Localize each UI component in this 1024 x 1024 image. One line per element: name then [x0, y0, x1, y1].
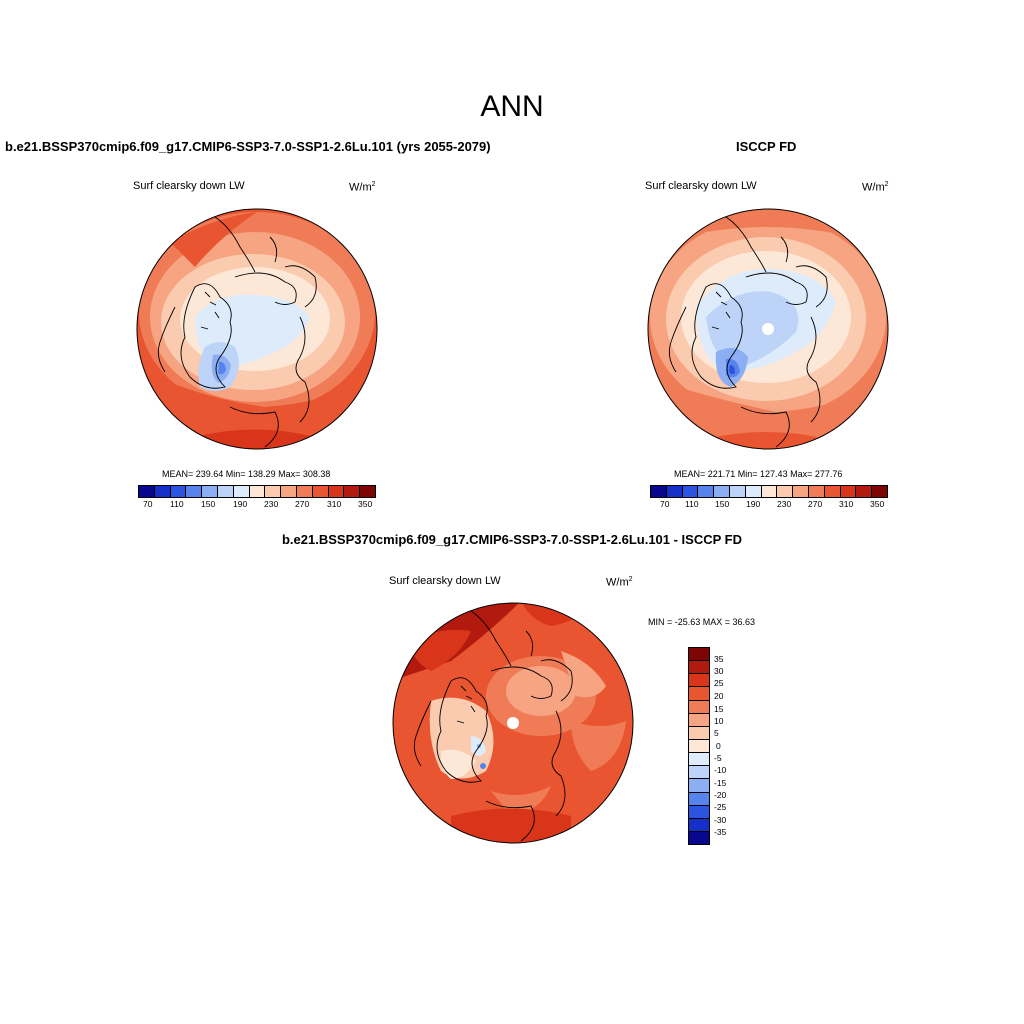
- model-variable-label: Surf clearsky down LW: [133, 180, 245, 192]
- colorbar-swatch: [689, 792, 709, 806]
- cbar-tick: 270: [808, 499, 823, 509]
- colorbar-swatch: [202, 486, 218, 497]
- model-polar-map: [136, 208, 378, 450]
- colorbar-swatch: [328, 486, 345, 497]
- colorbar-swatch: [714, 486, 730, 497]
- colorbar-swatch: [777, 486, 794, 497]
- colorbar-swatch: [840, 486, 857, 497]
- cbar-tick: 15: [714, 704, 724, 714]
- cbar-tick: 150: [715, 499, 730, 509]
- cbar-tick: -20: [714, 790, 727, 800]
- cbar-tick: 230: [264, 499, 279, 509]
- cbar-tick: 110: [170, 499, 184, 509]
- colorbar-swatch: [154, 486, 171, 497]
- colorbar-swatch: [249, 486, 266, 497]
- cbar-tick: 5: [714, 728, 719, 738]
- colorbar-swatch: [689, 818, 709, 832]
- colorbar-swatch: [689, 687, 709, 701]
- colorbar-swatch: [139, 486, 155, 497]
- colorbar-swatch: [689, 648, 709, 662]
- colorbar-swatch: [312, 486, 329, 497]
- cbar-tick: 20: [714, 691, 724, 701]
- cbar-tick: 350: [870, 499, 885, 509]
- cbar-tick: -30: [714, 815, 727, 825]
- colorbar-swatch: [281, 486, 297, 497]
- cbar-tick: 10: [714, 716, 724, 726]
- colorbar-swatch: [824, 486, 841, 497]
- colorbar-swatch: [689, 779, 709, 793]
- colorbar-swatch: [360, 486, 375, 497]
- colorbar-swatch: [233, 486, 250, 497]
- colorbar-swatch: [666, 486, 683, 497]
- colorbar-swatch: [872, 486, 887, 497]
- colorbar-swatch: [689, 831, 709, 845]
- colorbar-swatch: [689, 726, 709, 740]
- diff-units-label: W/m2: [606, 576, 633, 589]
- colorbar-swatch: [745, 486, 762, 497]
- colorbar-swatch: [793, 486, 809, 497]
- obs-variable-label: Surf clearsky down LW: [645, 180, 757, 192]
- cbar-tick: 190: [233, 499, 248, 509]
- cbar-tick: 270: [295, 499, 310, 509]
- cbar-tick: -25: [714, 802, 727, 812]
- cbar-tick: 30: [714, 666, 724, 676]
- colorbar-swatch: [689, 766, 709, 780]
- cbar-tick: 230: [777, 499, 792, 509]
- obs-panel-title: ISCCP FD: [736, 139, 797, 154]
- cbar-tick: 110: [685, 499, 699, 509]
- colorbar-swatch: [689, 739, 709, 754]
- cbar-tick: 150: [201, 499, 216, 509]
- diff-polar-map: [392, 602, 634, 844]
- cbar-tick: 190: [746, 499, 761, 509]
- diff-colorbar-labels: 35 30 25 20 15 10 5 0 -5 -10 -15 -20 -25…: [714, 647, 754, 843]
- cbar-tick: -35: [714, 827, 727, 837]
- model-panel-title: b.e21.BSSP370cmip6.f09_g17.CMIP6-SSP3-7.…: [5, 139, 491, 154]
- diff-stats: MIN = -25.63 MAX = 36.63: [648, 617, 756, 627]
- colorbar-swatch: [729, 486, 746, 497]
- cbar-tick: 310: [327, 499, 342, 509]
- diff-variable-label: Surf clearsky down LW: [389, 575, 501, 587]
- model-colorbar: [138, 485, 376, 498]
- cbar-tick: 310: [839, 499, 854, 509]
- colorbar-swatch: [689, 753, 709, 767]
- diff-colorbar: [688, 647, 710, 845]
- obs-stats: MEAN= 221.71 Min= 127.43 Max= 277.76: [674, 469, 843, 479]
- obs-polar-map: [647, 208, 889, 450]
- cbar-tick: 0: [716, 741, 721, 751]
- cbar-tick: -15: [714, 778, 727, 788]
- cbar-tick: -5: [714, 753, 722, 763]
- cbar-tick: 25: [714, 678, 724, 688]
- colorbar-swatch: [682, 486, 699, 497]
- colorbar-swatch: [186, 486, 203, 497]
- model-units-label: W/m2: [349, 181, 376, 194]
- model-stats: MEAN= 239.64 Min= 138.29 Max= 308.38: [162, 469, 331, 479]
- colorbar-swatch: [856, 486, 873, 497]
- colorbar-swatch: [296, 486, 313, 497]
- colorbar-swatch: [698, 486, 715, 497]
- cbar-tick: 70: [143, 499, 153, 509]
- colorbar-swatch: [689, 661, 709, 675]
- colorbar-swatch: [808, 486, 825, 497]
- figure-title: ANN: [480, 90, 544, 123]
- cbar-tick: 35: [714, 654, 724, 664]
- cbar-tick: 350: [358, 499, 373, 509]
- colorbar-swatch: [217, 486, 234, 497]
- colorbar-swatch: [761, 486, 778, 497]
- obs-units-label: W/m2: [862, 181, 889, 194]
- cbar-tick: -10: [714, 765, 727, 775]
- colorbar-swatch: [651, 486, 667, 497]
- colorbar-swatch: [170, 486, 187, 497]
- cbar-tick: 70: [660, 499, 670, 509]
- colorbar-swatch: [344, 486, 361, 497]
- obs-colorbar-labels: 70 110 150 190 230 270 310 350: [650, 499, 886, 511]
- colorbar-swatch: [689, 713, 709, 727]
- model-colorbar-labels: 70 110 150 190 230 270 310 350: [138, 499, 374, 511]
- diff-panel-title: b.e21.BSSP370cmip6.f09_g17.CMIP6-SSP3-7.…: [281, 532, 742, 547]
- colorbar-swatch: [689, 805, 709, 819]
- colorbar-swatch: [265, 486, 282, 497]
- colorbar-swatch: [689, 700, 709, 714]
- colorbar-swatch: [689, 674, 709, 688]
- obs-colorbar: [650, 485, 888, 498]
